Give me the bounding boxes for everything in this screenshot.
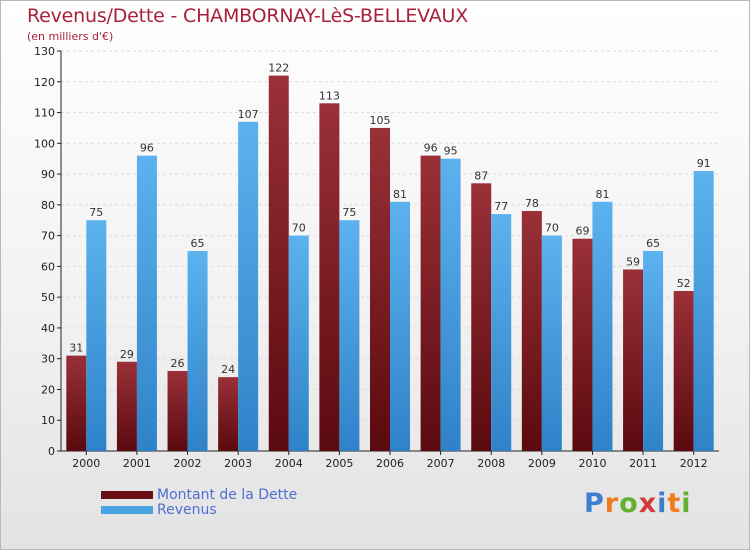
y-tick-label: 10 xyxy=(41,414,55,427)
legend-swatch-dette xyxy=(101,491,153,499)
y-tick-label: 50 xyxy=(41,291,55,304)
chart-subtitle: (en milliers d'€) xyxy=(27,30,114,43)
x-tick-label: 2006 xyxy=(376,457,404,470)
bar-revenus-value: 65 xyxy=(646,237,660,250)
bar-revenus xyxy=(187,251,208,451)
logo-letter: P xyxy=(584,488,605,519)
x-tick-label: 2010 xyxy=(578,457,606,470)
x-tick-label: 2004 xyxy=(275,457,303,470)
x-tick-label: 2002 xyxy=(174,457,202,470)
y-tick-label: 70 xyxy=(41,230,55,243)
bar-revenus-value: 91 xyxy=(697,157,711,170)
bar-revenus-value: 81 xyxy=(393,188,407,201)
value-labels: 31 75 29 96 26 65 24 107 122 70 113 75 105 81 96 95 87 77… xyxy=(69,62,710,377)
bar-dette-value: 113 xyxy=(319,89,340,102)
bar-dette-value: 69 xyxy=(575,225,589,238)
bar-dette-value: 24 xyxy=(221,363,235,376)
bar-revenus xyxy=(592,201,613,451)
bar-dette xyxy=(572,238,593,451)
bar-revenus xyxy=(288,235,309,451)
y-tick-label: 80 xyxy=(41,199,55,212)
bar-revenus xyxy=(643,251,664,451)
bar-revenus xyxy=(238,121,259,452)
bar-dette xyxy=(167,371,188,451)
bar-dette xyxy=(673,291,694,451)
bar-dette-value: 26 xyxy=(171,357,185,370)
y-tick-label: 110 xyxy=(34,107,55,120)
bar-dette xyxy=(623,269,644,451)
x-tick-label: 2000 xyxy=(72,457,100,470)
bar-dette-value: 52 xyxy=(677,277,691,290)
bar-revenus-value: 70 xyxy=(292,222,306,235)
y-tick-label: 40 xyxy=(41,322,55,335)
bar-revenus-value: 70 xyxy=(545,222,559,235)
y-tick-label: 0 xyxy=(48,445,55,458)
legend-label-dette: Montant de la Dette xyxy=(157,487,298,503)
bar-dette xyxy=(471,183,492,452)
y-tick-label: 20 xyxy=(41,383,55,396)
bar-revenus-value: 75 xyxy=(89,206,103,219)
bar-revenus xyxy=(491,214,512,451)
x-tick-label: 2003 xyxy=(224,457,252,470)
bar-revenus-value: 96 xyxy=(140,142,154,155)
bar-revenus xyxy=(541,235,562,451)
legend-swatch-revenus xyxy=(101,506,153,514)
bar-dette-value: 31 xyxy=(69,342,83,355)
bar-revenus-value: 81 xyxy=(595,188,609,201)
bar-dette xyxy=(521,211,542,451)
y-tick-label: 130 xyxy=(34,45,55,58)
bar-dette xyxy=(66,355,87,451)
x-tick-label: 2012 xyxy=(680,457,708,470)
bar-dette-value: 122 xyxy=(268,62,289,75)
y-tick-label: 120 xyxy=(34,76,55,89)
y-tick-label: 100 xyxy=(34,137,55,150)
bar-revenus xyxy=(390,201,410,451)
bar-dette xyxy=(116,361,137,451)
bar-revenus-value: 77 xyxy=(494,200,508,213)
bar-revenus xyxy=(339,220,360,451)
bar-revenus xyxy=(86,220,107,451)
bar-dette-value: 96 xyxy=(424,142,438,155)
x-tick-label: 2008 xyxy=(477,457,505,470)
bar-revenus xyxy=(136,155,157,451)
bar-dette xyxy=(218,377,239,451)
logo-letter: o xyxy=(619,488,639,519)
bar-revenus-value: 75 xyxy=(342,206,356,219)
bar-revenus-value: 65 xyxy=(191,237,205,250)
x-tick-label: 2007 xyxy=(427,457,455,470)
bar-revenus-value: 95 xyxy=(444,145,458,158)
bar-dette-value: 78 xyxy=(525,197,539,210)
bar-dette-value: 29 xyxy=(120,348,134,361)
x-tick-label: 2011 xyxy=(629,457,657,470)
y-tick-label: 90 xyxy=(41,168,55,181)
x-tick-label: 2009 xyxy=(528,457,556,470)
bar-dette xyxy=(370,127,390,451)
bar-dette-value: 59 xyxy=(626,255,640,268)
bar-revenus xyxy=(693,171,714,451)
logo-letter: x xyxy=(638,488,658,519)
bar-revenus xyxy=(440,158,461,451)
logo-letter: r xyxy=(604,488,620,519)
y-tick-label: 60 xyxy=(41,260,55,273)
logo-letter: i xyxy=(681,488,692,519)
bar-dette-value: 87 xyxy=(474,169,488,182)
bar-revenus-value: 107 xyxy=(238,108,259,121)
chart-title: Revenus/Dette - CHAMBORNAY-LèS-BELLEVAUX xyxy=(27,5,469,27)
logo-letter: i xyxy=(657,488,668,519)
logo-letter: t xyxy=(667,488,682,519)
y-tick-label: 30 xyxy=(41,353,55,366)
x-tick-label: 2005 xyxy=(325,457,353,470)
bar-dette xyxy=(268,75,289,451)
bars xyxy=(66,75,714,452)
proxiti-logo: Proxiti xyxy=(584,488,692,519)
bar-dette xyxy=(420,155,441,451)
legend-label-revenus: Revenus xyxy=(157,502,217,518)
bar-dette xyxy=(319,103,340,452)
bar-dette-value: 105 xyxy=(370,114,391,127)
x-tick-label: 2001 xyxy=(123,457,151,470)
